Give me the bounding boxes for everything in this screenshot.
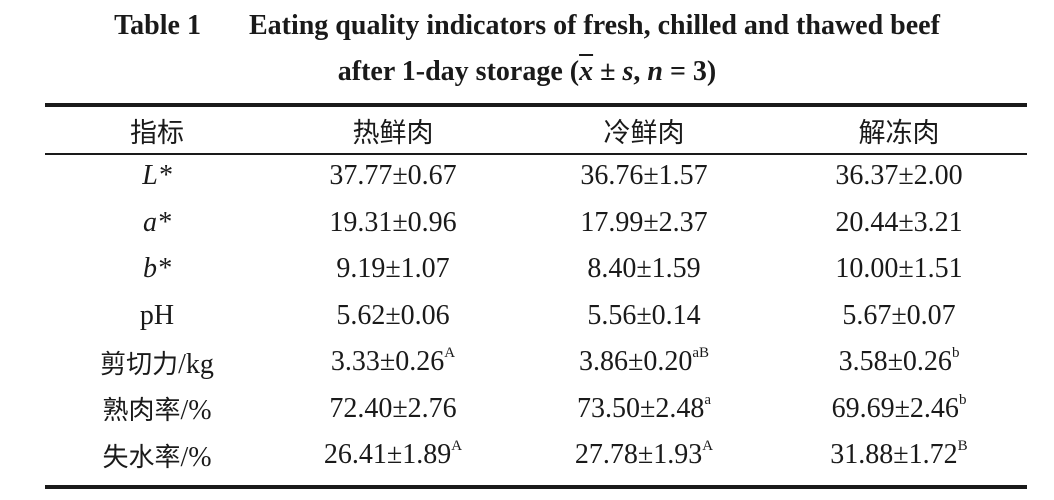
table-cell: 9.19±1.07 <box>336 253 450 285</box>
row-label: pH <box>139 299 175 331</box>
table-cell: 10.00±1.51 <box>835 253 963 285</box>
table-cell: 37.77±0.67 <box>329 160 457 192</box>
table-cell: 5.67±0.07 <box>842 299 956 331</box>
table-cell: 36.37±2.00 <box>835 160 963 192</box>
header-thawed-beef: 解冻肉 <box>858 117 940 149</box>
table-title: Eating quality indicators of fresh, chil… <box>248 10 940 41</box>
table-cell: 8.40±1.59 <box>587 253 701 285</box>
table-header-row: 指标 热鲜肉 冷鲜肉 解冻肉 <box>45 107 1027 153</box>
row-label: 熟肉率/% <box>102 395 212 427</box>
table-row: 剪切力/kg 3.33±0.26A 3.86±0.20aB 3.58±0.26b <box>45 339 1027 386</box>
table-cell: 72.40±2.76 <box>329 392 457 424</box>
row-label: L* <box>142 160 172 192</box>
table-cell: 69.69±2.46b <box>831 391 967 424</box>
header-chilled-beef: 冷鲜肉 <box>603 117 685 149</box>
table-cell: 5.56±0.14 <box>587 299 701 331</box>
header-indicator: 指标 <box>130 117 184 149</box>
table-header-rule <box>45 153 1027 155</box>
table-cell: 19.31±0.96 <box>329 206 457 238</box>
header-fresh-beef: 热鲜肉 <box>352 117 434 149</box>
table-row: 失水率/% 26.41±1.89A 27.78±1.93A 31.88±1.72… <box>45 432 1027 479</box>
plus-minus: ± <box>593 56 623 87</box>
sd-symbol: s <box>622 56 634 87</box>
caption-sep: , <box>633 56 648 87</box>
table-row: pH 5.62±0.06 5.56±0.14 5.67±0.07 <box>45 293 1027 340</box>
table-row: 熟肉率/% 72.40±2.76 73.50±2.48a 69.69±2.46b <box>45 386 1027 433</box>
row-label: 失水率/% <box>102 441 212 473</box>
table-cell: 20.44±3.21 <box>835 206 963 238</box>
table-cell: 5.62±0.06 <box>336 299 450 331</box>
table-caption-line-1: Table 1 Eating quality indicators of fres… <box>0 12 1054 40</box>
table-cell: 3.58±0.26b <box>838 345 960 378</box>
table-cell: 17.99±2.37 <box>580 206 708 238</box>
row-label: 剪切力/kg <box>100 348 214 380</box>
row-label: b* <box>143 253 171 285</box>
data-table: 指标 热鲜肉 冷鲜肉 解冻肉 L* 37.77±0.67 36.76±1.57 … <box>45 107 1027 479</box>
table-cell: 26.41±1.89A <box>323 438 463 471</box>
table-row: L* 37.77±0.67 36.76±1.57 36.37±2.00 <box>45 153 1027 200</box>
table-cell: 27.78±1.93A <box>574 438 714 471</box>
table-cell: 31.88±1.72B <box>830 438 968 471</box>
caption-prefix: after 1-day storage ( <box>337 56 580 87</box>
table-cell: 3.33±0.26A <box>330 345 456 378</box>
table-cell: 36.76±1.57 <box>580 160 708 192</box>
n-value: = 3) <box>662 56 717 87</box>
table-caption-line-2: after 1-day storage (x ± s, n = 3) <box>0 58 1054 86</box>
table-label: Table 1 <box>114 10 201 41</box>
row-label: a* <box>143 206 171 238</box>
table-bottom-rule <box>45 485 1027 489</box>
table-cell: 3.86±0.20aB <box>578 345 710 378</box>
table-top-rule <box>45 103 1027 107</box>
table-row: a* 19.31±0.96 17.99±2.37 20.44±3.21 <box>45 200 1027 247</box>
n-symbol: n <box>647 56 663 87</box>
mean-symbol: x <box>579 56 594 87</box>
table-row: b* 9.19±1.07 8.40±1.59 10.00±1.51 <box>45 246 1027 293</box>
table-cell: 73.50±2.48a <box>576 391 712 424</box>
